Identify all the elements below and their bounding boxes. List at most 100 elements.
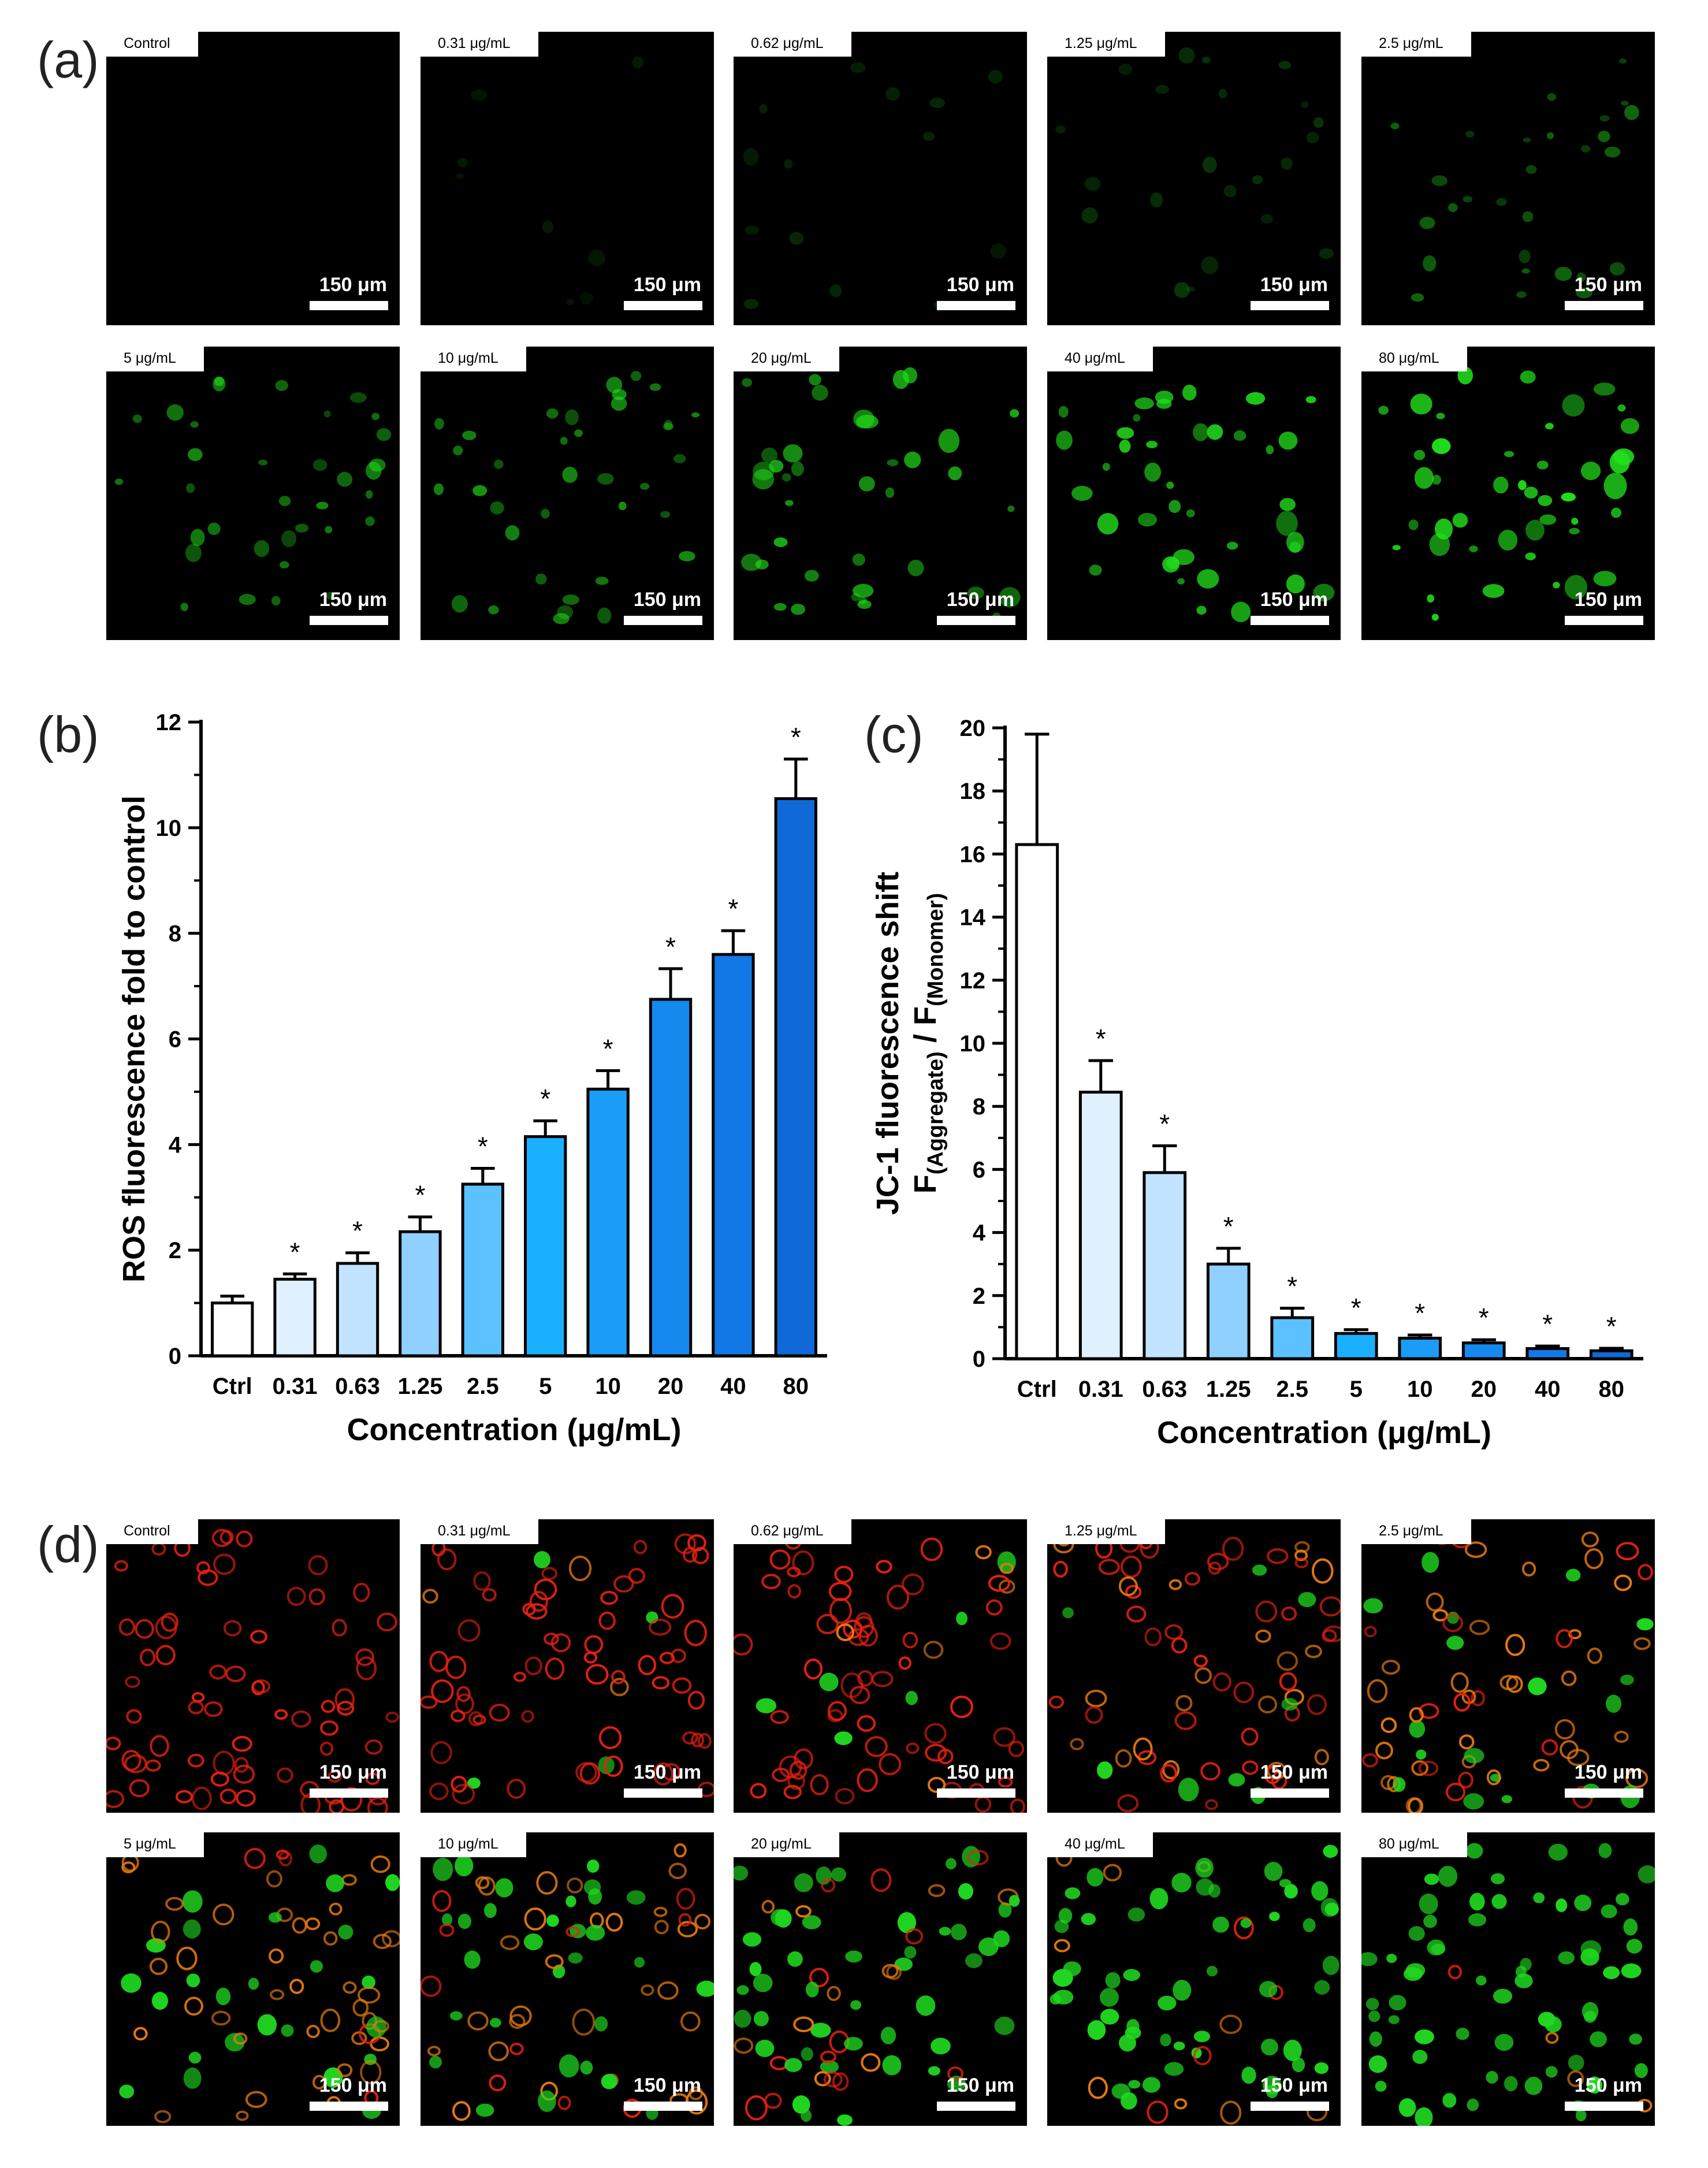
y-tick-label: 4 — [973, 1221, 986, 1246]
jc1-bar-chart: 0 2 4 6 8 10 12 14 16 18 20 Ctrl * 0.31 * 0.63 * 1.25 * 2.5… — [870, 716, 1643, 1450]
x-tick-label: 10 — [1407, 1377, 1433, 1402]
jc1-micrograph: 5 μg/mL 150 μm — [106, 1832, 400, 2126]
bar — [524, 1135, 567, 1358]
significance-marker: * — [1351, 1293, 1361, 1323]
scale-bar-label: 150 μm — [1260, 274, 1328, 296]
scale-bar-label: 150 μm — [1260, 2074, 1328, 2096]
bar — [1334, 1332, 1378, 1360]
significance-marker: * — [1542, 1309, 1553, 1339]
scale-bar-label: 150 μm — [633, 1761, 701, 1783]
ylabel-sub-monomer: (Monomer) — [924, 893, 948, 1006]
ros-micrograph: 0.31 μg/mL 150 μm — [421, 32, 714, 325]
y-tick-label: 12 — [156, 710, 182, 735]
x-tick-label: 5 — [539, 1374, 552, 1399]
jc1-micrograph: 1.25 μg/mL 150 μm — [1047, 1519, 1341, 1813]
panel-label-c: (c) — [864, 706, 924, 763]
significance-marker: * — [791, 722, 801, 752]
cell-field — [456, 56, 643, 306]
ros-micrograph: Control 150 μm — [106, 32, 400, 325]
scale-bar — [624, 616, 702, 625]
cell-field — [106, 1529, 399, 1813]
x-axis-label: Concentration (μg/mL) — [347, 1412, 682, 1447]
scale-bar — [1251, 2102, 1329, 2111]
y-tick-label: 18 — [960, 779, 986, 804]
x-tick-label: 40 — [720, 1374, 746, 1399]
y-axis-label: ROS fluorescence fold to control — [117, 795, 151, 1282]
concentration-label: 20 μg/mL — [734, 347, 839, 371]
x-tick-label: 2.5 — [1276, 1377, 1308, 1402]
concentration-label: 40 μg/mL — [1047, 347, 1153, 371]
scale-bar — [310, 616, 388, 625]
scale-bar-label: 150 μm — [946, 1761, 1014, 1783]
concentration-label: Control — [106, 1519, 198, 1544]
scale-bar-label: 150 μm — [1574, 274, 1642, 296]
y-tick-label: 8 — [169, 921, 181, 947]
ylabel-sub-aggregate: (Aggregate) — [924, 1051, 948, 1174]
bar — [273, 1277, 317, 1358]
y-axis-label-line2: F(Aggregate) / F(Monomer) — [908, 893, 948, 1194]
scale-bar-label: 150 μm — [1260, 589, 1328, 611]
scale-bar-label: 150 μm — [319, 274, 387, 296]
panel-label-d: (d) — [37, 1516, 99, 1573]
cell-field — [421, 1843, 714, 2121]
concentration-label: 10 μg/mL — [421, 1832, 526, 1857]
ros-micrograph: 0.62 μg/mL 150 μm — [734, 32, 1027, 325]
cell-field — [1055, 47, 1334, 298]
scale-bar-label: 150 μm — [319, 2074, 387, 2096]
bar — [1078, 1091, 1123, 1360]
cell-field — [1361, 1843, 1655, 2126]
concentration-label: 5 μg/mL — [106, 347, 204, 371]
scale-bar-label: 150 μm — [319, 589, 387, 611]
x-tick-label: 10 — [595, 1374, 621, 1399]
cell-field — [433, 371, 700, 624]
x-tick-label: 1.25 — [1206, 1377, 1251, 1402]
y-tick-label: 0 — [973, 1347, 985, 1372]
scale-bar-label: 150 μm — [633, 274, 701, 296]
significance-marker: * — [415, 1180, 425, 1210]
concentration-label: 0.31 μg/mL — [421, 1519, 538, 1544]
significance-marker: * — [1606, 1311, 1617, 1341]
x-tick-label: Ctrl — [213, 1374, 252, 1399]
jc1-micrograph: Control 150 μm — [106, 1519, 400, 1813]
concentration-label: 0.62 μg/mL — [734, 1519, 851, 1544]
bar — [1589, 1349, 1633, 1360]
ylabel-f2: / F — [908, 1006, 943, 1051]
concentration-label: 20 μg/mL — [734, 1832, 839, 1857]
y-tick-label: 2 — [169, 1238, 181, 1263]
concentration-label: 1.25 μg/mL — [1047, 1519, 1165, 1544]
cell-field — [734, 1846, 1020, 2126]
ros-micrograph: 5 μg/mL 150 μm — [106, 347, 400, 640]
x-axis-label: Concentration (μg/mL) — [1157, 1415, 1491, 1450]
x-tick-label: 40 — [1535, 1377, 1561, 1402]
y-tick-label: 10 — [156, 816, 182, 841]
significance-marker: * — [540, 1084, 550, 1114]
scale-bar — [1565, 301, 1643, 310]
significance-marker: * — [1096, 1024, 1106, 1054]
concentration-label: 0.62 μg/mL — [734, 32, 851, 57]
panel-label-a: (a) — [37, 31, 99, 88]
significance-marker: * — [290, 1237, 300, 1267]
panel-label-b: (b) — [37, 706, 99, 763]
concentration-label: 80 μg/mL — [1361, 1832, 1467, 1857]
cell-field — [1050, 1844, 1339, 2125]
bar — [399, 1230, 442, 1358]
y-axis-label-line1: JC-1 fluorescence shift — [870, 872, 905, 1215]
scale-bar — [624, 301, 702, 310]
x-tick-label: 0.31 — [1078, 1377, 1123, 1402]
x-tick-label: 20 — [658, 1374, 684, 1399]
scale-bar — [310, 1788, 388, 1798]
scale-bar — [1251, 616, 1329, 625]
scale-bar — [937, 1788, 1015, 1798]
scale-bar — [937, 2102, 1015, 2111]
jc1-micrograph: 0.62 μg/mL 150 μm — [734, 1519, 1027, 1813]
significance-marker: * — [478, 1131, 488, 1161]
jc1-micrograph: 2.5 μg/mL 150 μm — [1361, 1519, 1655, 1813]
significance-marker: * — [603, 1033, 613, 1063]
significance-marker: * — [1159, 1109, 1170, 1139]
y-tick-label: 14 — [960, 905, 986, 931]
x-tick-label: Ctrl — [1017, 1377, 1057, 1402]
y-tick-label: 8 — [973, 1094, 985, 1120]
jc1-micrograph: 20 μg/mL 150 μm — [734, 1832, 1027, 2126]
cell-field — [1056, 384, 1335, 623]
cell-field — [740, 367, 1021, 620]
